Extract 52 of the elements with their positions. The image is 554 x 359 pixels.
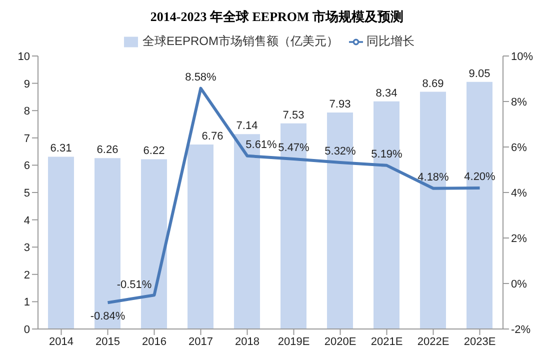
data-label: 6.76 (202, 130, 224, 142)
data-label: 7.14 (236, 120, 258, 132)
y-tick-label: 6 (24, 160, 30, 172)
data-label: 6.22 (143, 145, 165, 158)
y-tick-label: 0 (24, 324, 30, 336)
x-tick-label: 2016 (142, 336, 166, 348)
bar (48, 156, 74, 329)
y2-tick-label: 2% (511, 232, 528, 245)
x-tick-label: 2015 (96, 336, 120, 348)
data-label: 5.19% (371, 148, 403, 160)
x-tick-label: 2023E (464, 336, 496, 348)
y2-tick-label: 4% (511, 187, 528, 200)
y2-tick-label: 0% (511, 278, 528, 290)
y-tick-label: 3 (24, 242, 30, 254)
data-label: 5.61% (246, 138, 278, 151)
data-label: 8.58% (185, 71, 217, 84)
data-label: -0.84% (90, 310, 126, 323)
x-tick-label: 2022E (417, 336, 450, 348)
y-tick-label: 4 (24, 214, 30, 227)
x-tick-label: 2019E (278, 336, 310, 348)
y-tick-label: 1 (24, 296, 30, 309)
y-tick-label: 8 (24, 106, 30, 118)
data-label: 6.26 (96, 144, 118, 156)
data-label: -0.51% (116, 279, 152, 292)
data-label: 4.18% (418, 171, 450, 184)
data-label: 4.20% (464, 170, 496, 183)
x-tick-label: 2020E (324, 336, 356, 348)
data-label: 8.69 (422, 78, 444, 90)
data-label: 9.05 (468, 68, 490, 80)
y2-tick-label: 10% (511, 50, 534, 63)
data-label: 6.31 (50, 142, 72, 155)
data-label: 5.47% (278, 142, 310, 154)
legend-label: 全球EEPROM市场销售额（亿美元） (142, 34, 338, 48)
y2-tick-label: 8% (511, 96, 528, 108)
y-tick-label: 7 (24, 132, 30, 145)
x-tick-label: 2017 (188, 336, 213, 348)
y2-tick-label: 6% (511, 142, 528, 154)
legend-label: 同比增长 (366, 34, 414, 48)
x-tick-label: 2014 (49, 336, 74, 348)
y2-tick-label: -2% (511, 324, 531, 336)
data-label: 7.93 (329, 98, 351, 111)
y-tick-label: 2 (24, 269, 30, 282)
x-tick-label: 2021E (370, 336, 403, 348)
chart-title: 2014-2023 年全球 EEPROM 市场规模及预测 (149, 8, 405, 26)
bar (188, 144, 214, 329)
data-label: 7.53 (282, 109, 304, 122)
x-tick-label: 2018 (235, 336, 260, 348)
y-tick-label: 9 (24, 78, 30, 90)
data-label: 8.34 (376, 87, 398, 100)
y-tick-label: 5 (24, 188, 30, 200)
y-tick-label: 10 (18, 51, 30, 63)
data-label: 5.32% (324, 145, 356, 158)
